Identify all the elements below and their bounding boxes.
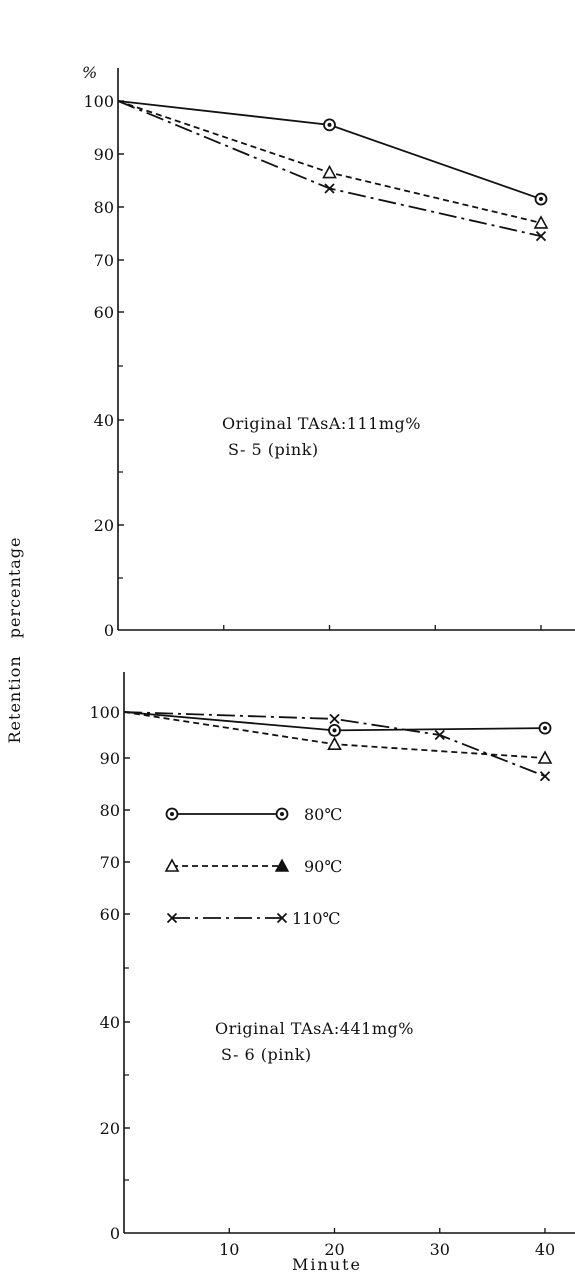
y-tick-label: 0	[104, 621, 114, 640]
x-tick-label: 40	[535, 1240, 555, 1259]
legend-marker-end-1	[274, 858, 290, 872]
legend-marker-start-2	[166, 912, 178, 924]
data-point-triangle-marker	[327, 736, 342, 751]
y-tick-label: 60	[94, 303, 114, 322]
annotation-original-tasa: Original TAsA:441mg%	[215, 1019, 414, 1038]
data-point-circle-dot-marker	[328, 724, 341, 737]
top-panel: 0 20 40 60 70 80 90 100% Original TAsA:111mg% S- …	[82, 63, 575, 640]
y-tick-label: 100	[89, 703, 120, 722]
y-tick-label: 60	[100, 905, 120, 924]
annotation-original-tasa: Original TAsA:111mg%	[222, 414, 421, 433]
y-tick-label: 90	[94, 145, 114, 164]
data-point-circle-dot-marker	[538, 721, 552, 735]
data-point-triangle-marker	[322, 164, 337, 179]
y-tick-label: 70	[94, 251, 114, 270]
legend: 80℃ 90℃ 110℃	[164, 805, 342, 928]
data-point-x-marker	[535, 231, 547, 242]
data-point-x-marker	[324, 183, 335, 194]
legend-marker-end-2	[276, 912, 288, 924]
annotation-sample: S- 6 (pink)	[221, 1045, 312, 1064]
y-tick-label: 80	[94, 198, 114, 217]
series-line-x	[123, 711, 546, 778]
x-tick-label: 30	[430, 1240, 450, 1259]
y-tick-label: 40	[100, 1013, 120, 1032]
legend-marker-start-1	[164, 858, 180, 872]
y-tick-label: 90	[100, 749, 120, 768]
data-point-circle-dot-marker	[323, 118, 336, 132]
y-unit-label: %	[82, 63, 97, 82]
legend-label-0: 80℃	[304, 805, 342, 824]
data-point-x-marker	[329, 713, 340, 725]
y-tick-label: 100	[83, 92, 114, 111]
data-point-x-marker	[434, 729, 445, 741]
y-tick-label: 70	[100, 853, 120, 872]
legend-marker-start-0	[165, 807, 179, 821]
legend-label-1: 90℃	[304, 857, 342, 876]
annotation-sample: S- 5 (pink)	[228, 440, 319, 459]
data-point-circle-dot-marker	[534, 192, 548, 206]
legend-label-2: 110℃	[292, 909, 340, 928]
bottom-panel: 0 20 40 60 70 80 90 100 10 20 30 40 Original TAsA:44…	[89, 672, 575, 1259]
data-point-triangle-marker	[537, 750, 553, 764]
y-tick-label: 20	[100, 1119, 120, 1138]
y-tick-label: 40	[94, 411, 114, 430]
y-tick-label: 80	[100, 801, 120, 820]
y-tick-label: 20	[94, 516, 114, 535]
series-line-circle-dot	[117, 100, 542, 200]
x-axis-label: Minute	[292, 1255, 362, 1274]
x-tick-label: 20	[324, 1240, 344, 1259]
y-tick-label: 0	[110, 1224, 120, 1243]
legend-marker-end-0	[275, 807, 289, 821]
data-point-triangle-marker	[533, 215, 549, 229]
x-tick-label: 10	[219, 1240, 239, 1259]
y-axis-label: Retention percentage	[5, 537, 24, 744]
data-point-x-marker	[539, 771, 551, 782]
